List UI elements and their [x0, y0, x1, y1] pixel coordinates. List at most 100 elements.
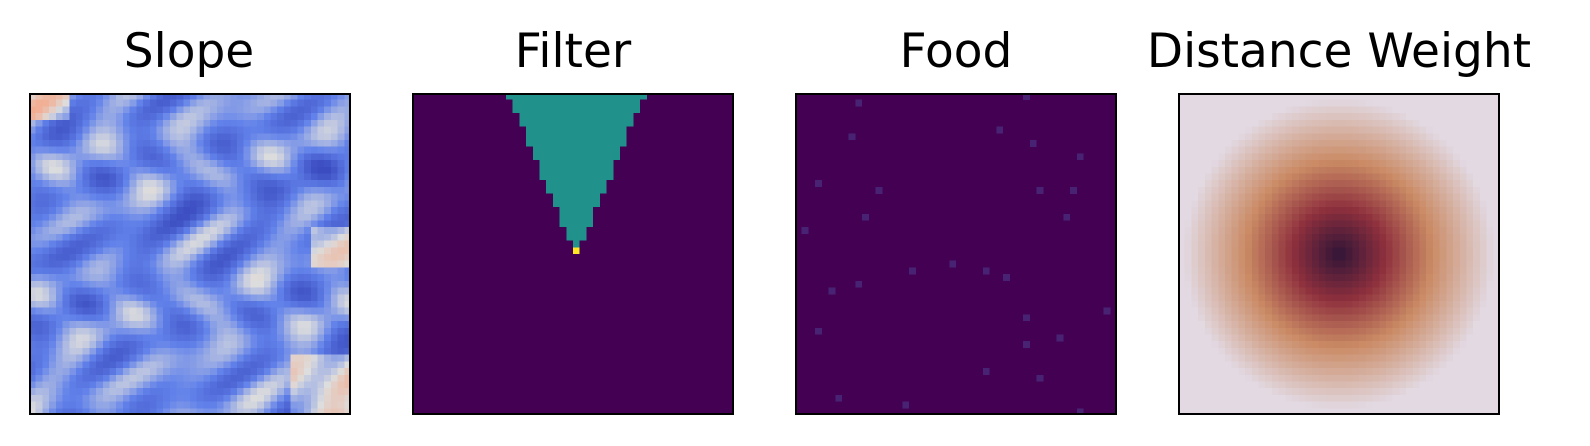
slope-cell — [55, 307, 63, 315]
slope-cell — [176, 166, 184, 174]
filter-cell — [640, 394, 647, 402]
distance-weight-cell — [1198, 139, 1205, 147]
filter-cell — [606, 267, 614, 275]
slope-cell — [210, 368, 217, 375]
filter-cell — [479, 126, 486, 134]
filter-cell — [532, 321, 540, 328]
slope-cell — [49, 207, 56, 214]
filter-cell — [720, 287, 728, 295]
slope-cell — [230, 186, 238, 194]
distance-weight-cell — [1332, 126, 1340, 134]
slope-cell — [35, 374, 43, 382]
panel-food — [795, 93, 1117, 415]
slope-cell — [169, 388, 177, 396]
distance-weight-cell — [1359, 113, 1366, 120]
filter-cell — [526, 180, 533, 188]
slope-cell — [203, 186, 211, 194]
filter-cell — [479, 307, 486, 315]
slope-cell — [304, 113, 311, 120]
distance-weight-cell — [1204, 93, 1212, 100]
slope-cell — [183, 186, 191, 194]
filter-cell — [619, 133, 627, 141]
slope-cell — [102, 280, 110, 288]
slope-cell — [149, 153, 157, 161]
slope-cell — [283, 146, 291, 154]
filter-cell — [452, 354, 460, 362]
slope-cell — [102, 139, 110, 147]
slope-cell — [62, 374, 70, 382]
distance-weight-cell — [1446, 93, 1454, 100]
slope-cell — [96, 361, 103, 369]
slope-cell — [310, 361, 318, 369]
slope-cell — [136, 394, 144, 402]
slope-cell — [116, 408, 124, 415]
distance-weight-cell — [1285, 93, 1293, 100]
distance-weight-cell — [1459, 119, 1467, 127]
slope-cell — [122, 207, 130, 214]
filter-cell — [653, 119, 661, 127]
slope-cell — [270, 220, 278, 228]
slope-cell — [243, 354, 251, 362]
slope-cell — [243, 374, 251, 382]
filter-cell — [693, 327, 701, 335]
slope-cell — [69, 220, 77, 228]
filter-cell — [526, 401, 533, 409]
slope-cell — [257, 186, 264, 194]
slope-cell — [169, 361, 177, 369]
filter-cell — [700, 300, 708, 308]
filter-cell — [593, 186, 600, 194]
filter-cell — [532, 93, 540, 100]
slope-cell — [250, 327, 258, 335]
filter-cell — [532, 146, 540, 154]
slope-cell — [330, 160, 338, 167]
slope-cell — [250, 227, 258, 235]
slope-cell — [257, 274, 264, 281]
slope-cell — [243, 207, 251, 214]
slope-cell — [277, 374, 285, 382]
filter-cell — [606, 160, 614, 167]
distance-weight-cell — [1419, 106, 1427, 114]
slope-cell — [176, 254, 184, 261]
filter-cell — [512, 113, 520, 120]
slope-cell — [330, 247, 338, 255]
slope-cell — [69, 267, 77, 275]
filter-cell — [619, 341, 627, 349]
slope-cell — [96, 227, 103, 235]
slope-cell — [223, 374, 231, 382]
filter-cell — [687, 267, 694, 275]
filter-cell — [666, 113, 674, 120]
slope-cell — [203, 394, 211, 402]
filter-cell — [526, 274, 533, 281]
filter-cell — [539, 314, 547, 322]
filter-cell — [519, 166, 527, 174]
slope-cell — [290, 300, 298, 308]
filter-cell — [626, 287, 634, 295]
slope-cell — [310, 347, 318, 355]
filter-cell — [586, 334, 594, 342]
slope-cell — [263, 354, 271, 362]
filter-cell — [479, 274, 486, 281]
slope-cell — [344, 381, 351, 389]
filter-cell — [693, 186, 701, 194]
slope-cell — [257, 139, 264, 147]
slope-cell — [156, 354, 164, 362]
distance-weight-cell — [1399, 93, 1407, 100]
filter-cell — [526, 334, 533, 342]
filter-cell — [552, 267, 560, 275]
filter-cell — [559, 173, 567, 181]
filter-cell — [546, 133, 554, 141]
slope-cell — [102, 99, 110, 107]
filter-cell — [546, 180, 554, 188]
slope-cell — [210, 227, 217, 235]
slope-cell — [290, 139, 298, 147]
slope-cell — [270, 374, 278, 382]
filter-cell — [452, 274, 460, 281]
slope-cell — [143, 287, 150, 295]
slope-cell — [270, 361, 278, 369]
slope-cell — [330, 381, 338, 389]
filter-cell — [526, 267, 533, 275]
filter-cell — [472, 381, 480, 389]
filter-cell — [693, 368, 701, 375]
slope-cell — [75, 93, 83, 100]
filter-cell — [640, 341, 647, 349]
